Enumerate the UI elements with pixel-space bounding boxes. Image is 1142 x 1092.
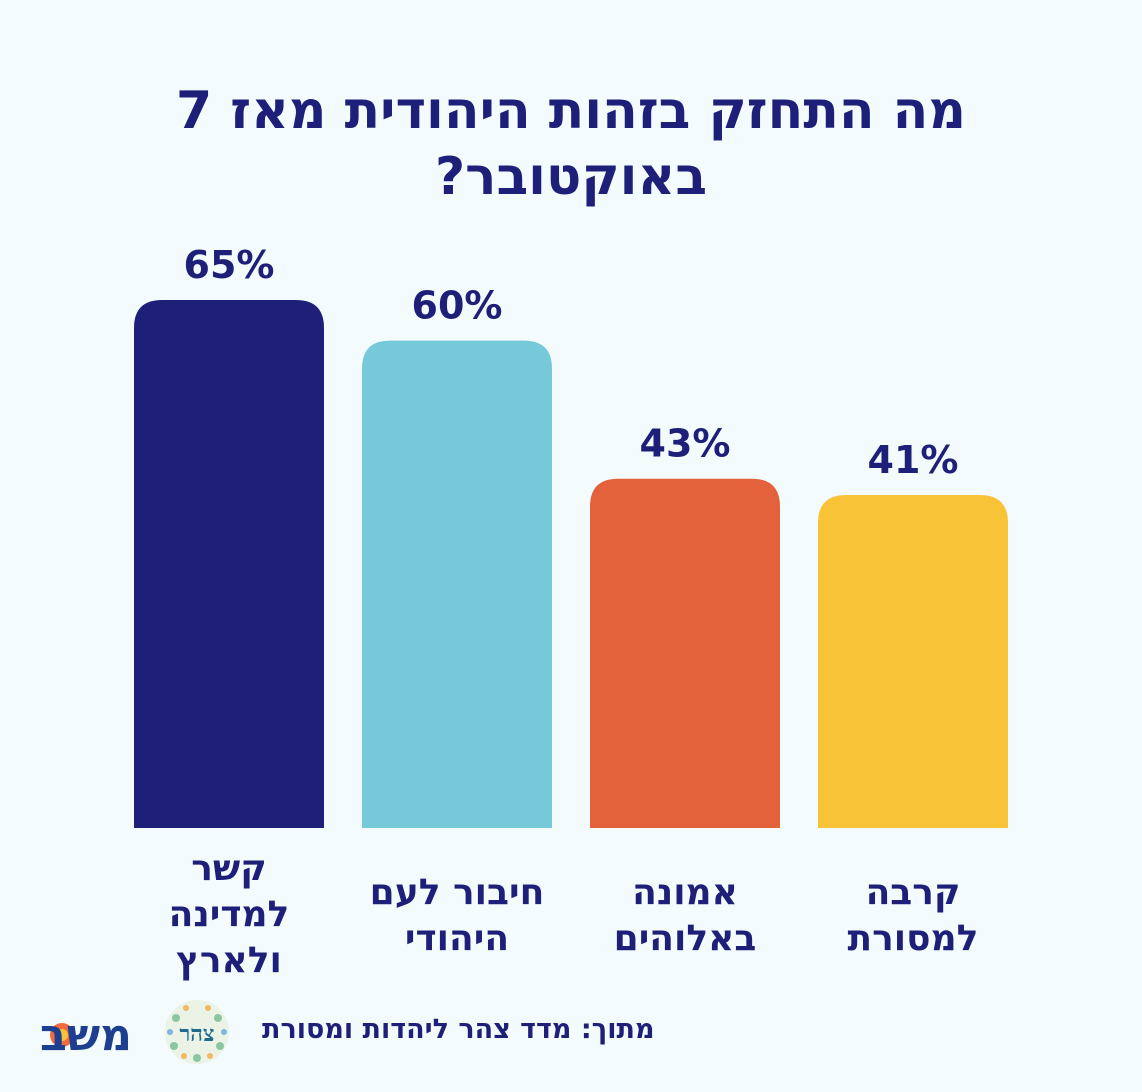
bar-1 [134, 300, 324, 828]
tzohar-logo: צהר [165, 1000, 229, 1064]
bar-chart: 65% 60% 43% 41% [134, 243, 1008, 828]
category-label-1: קשר למדינה ולארץ [129, 846, 329, 984]
value-label-2: 60% [412, 284, 503, 328]
category-label-3-line-2: באלוהים [613, 918, 757, 959]
chart-title: מה התחזק בזהות היהודית מאז 7 באוקטובר? [60, 78, 1082, 210]
category-label-1-line-2: למדינה [168, 894, 290, 935]
value-label-1: 65% [184, 243, 275, 287]
chart-title-line-1: מה התחזק בזהות היהודית מאז 7 [175, 81, 967, 141]
chart-title-line-2: באוקטובר? [434, 147, 708, 207]
bar-2 [362, 340, 552, 828]
category-label-4-line-1: קרבה [865, 872, 961, 913]
category-label-1-line-3: ולארץ [176, 940, 282, 981]
mashov-logo: משב [40, 1010, 132, 1058]
category-label-2: חיבור לעם היהודי [357, 870, 557, 962]
category-label-1-line-1: קשר [191, 848, 267, 889]
footer: מתוך: מדד צהר ליהדות ומסורת צהר משב [0, 1000, 1142, 1064]
category-label-4: קרבה למסורת [813, 870, 1013, 962]
svg-text:צהר: צהר [180, 1021, 215, 1047]
category-label-2-line-1: חיבור לעם [369, 872, 545, 913]
value-label-4: 41% [868, 438, 959, 482]
bar-4 [818, 494, 1008, 828]
category-label-3-line-1: אמונה [632, 872, 738, 913]
svg-text:משב: משב [40, 1010, 132, 1058]
category-label-4-line-2: למסורת [847, 918, 979, 959]
value-label-3: 43% [640, 422, 731, 466]
source-note: מתוך: מדד צהר ליהדות ומסורת [262, 1014, 655, 1045]
category-label-3: אמונה באלוהים [585, 870, 785, 962]
bar-3 [590, 478, 780, 828]
category-label-2-line-2: היהודי [404, 918, 510, 959]
